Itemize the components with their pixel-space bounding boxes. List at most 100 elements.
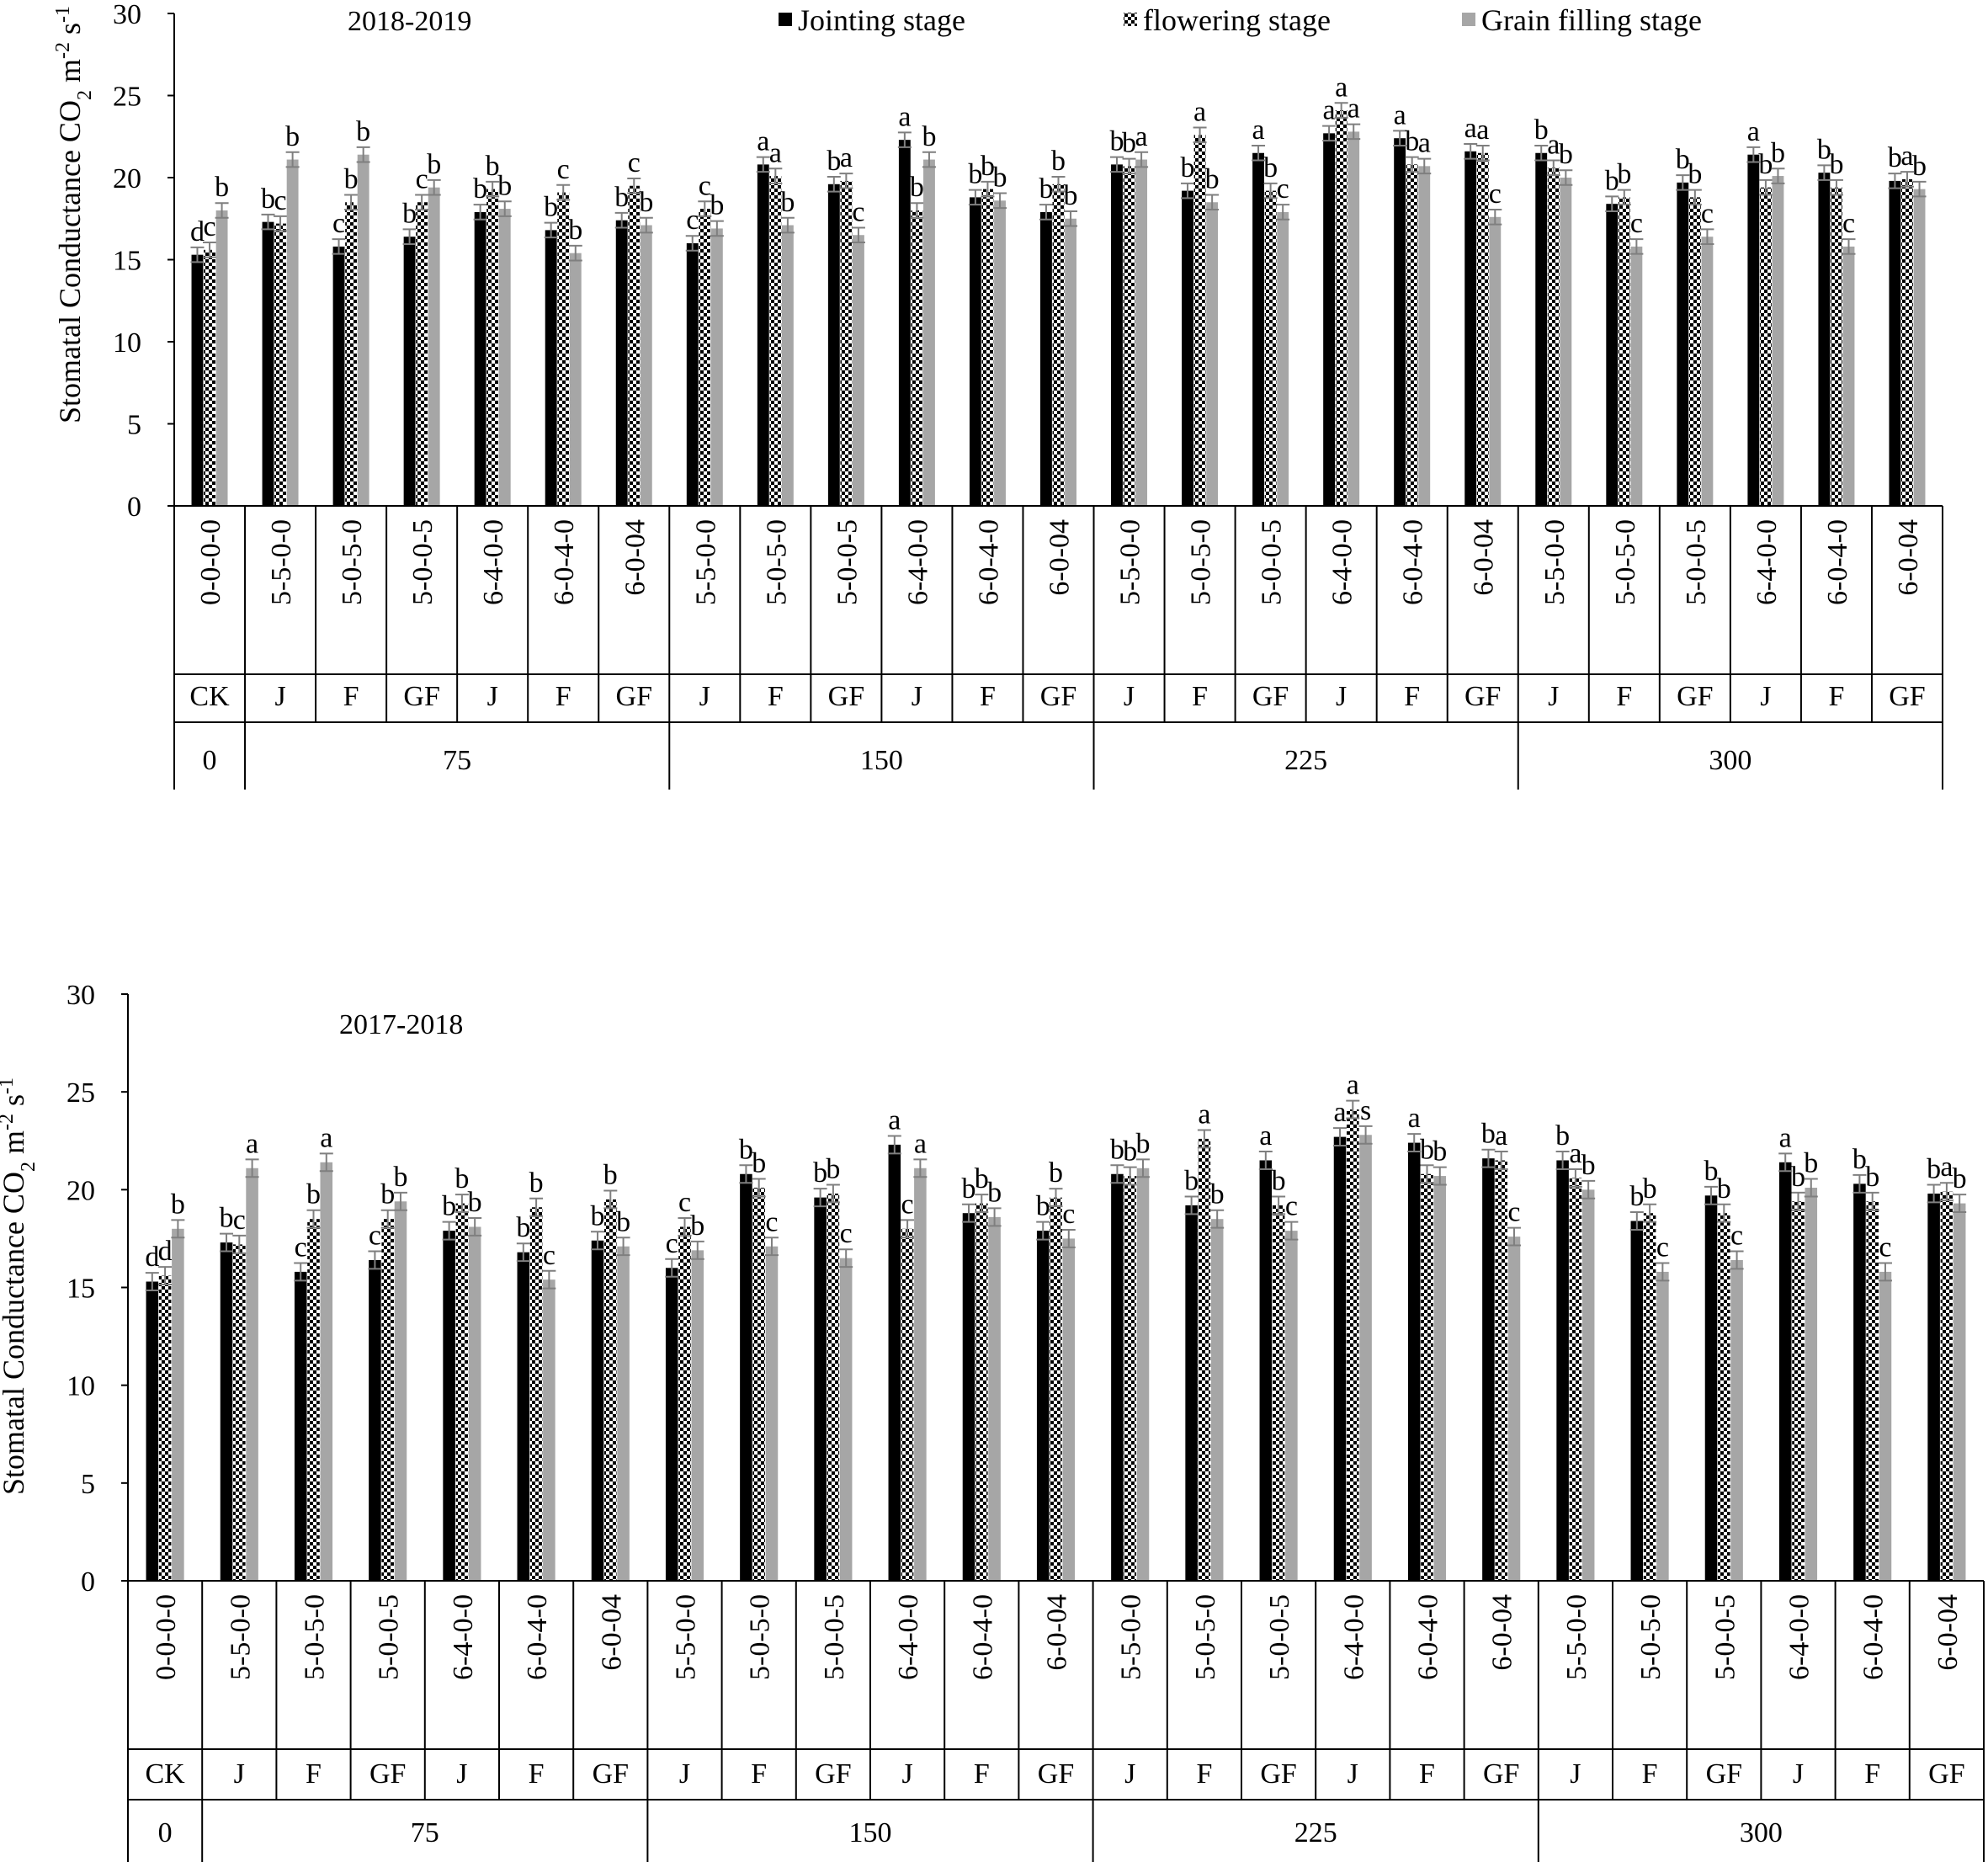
bar-flowering bbox=[1052, 184, 1065, 507]
bar-flowering bbox=[1759, 187, 1772, 506]
bar-grain-filling bbox=[394, 1201, 407, 1581]
significance-letter: a bbox=[1193, 97, 1206, 128]
y-tick-label: 20 bbox=[113, 163, 141, 194]
significance-letter: b bbox=[1051, 146, 1066, 177]
significance-letter: b bbox=[171, 1189, 185, 1220]
x-stage-label: J bbox=[1793, 1758, 1804, 1790]
bar-flowering bbox=[1406, 164, 1418, 506]
bar-jointing bbox=[474, 211, 486, 506]
significance-letter: b bbox=[614, 182, 629, 213]
significance-letter: a bbox=[1252, 114, 1265, 146]
bar-jointing bbox=[403, 237, 416, 506]
bar-grain-filling bbox=[569, 253, 582, 506]
bar-grain-filling bbox=[923, 159, 935, 507]
bar-grain-filling bbox=[1879, 1271, 1892, 1581]
significance-letter: b bbox=[710, 190, 724, 221]
bar-flowering bbox=[1495, 1160, 1507, 1581]
significance-letter: c bbox=[1285, 1191, 1298, 1222]
x-category-label: 6-0-4-0 bbox=[1413, 1594, 1444, 1680]
x-stage-label: J bbox=[1336, 681, 1347, 712]
bar-flowering bbox=[529, 1207, 543, 1581]
bar-grain-filling bbox=[710, 228, 723, 506]
x-category-label: 5-0-5-0 bbox=[1190, 1594, 1221, 1680]
significance-letter: c bbox=[1277, 173, 1289, 205]
significance-letter: c bbox=[1842, 208, 1855, 239]
x-stage-label: J bbox=[679, 1758, 690, 1790]
chart-2018-2019: 2018-2019 Stomatal Conductance CO2 m-2 s… bbox=[52, 0, 1943, 790]
significance-letter: b bbox=[1643, 1173, 1657, 1205]
bar-flowering bbox=[604, 1199, 617, 1581]
y-tick-label: 5 bbox=[81, 1469, 95, 1500]
significance-letter: b bbox=[1717, 1173, 1731, 1205]
significance-letter: a bbox=[1323, 95, 1336, 126]
significance-letter: b bbox=[1581, 1150, 1596, 1181]
significance-letter: b bbox=[591, 1200, 605, 1231]
significance-letter: c bbox=[628, 147, 641, 178]
x-category-label: 6-4-0-0 bbox=[1784, 1594, 1815, 1680]
bar-grain-filling bbox=[781, 225, 794, 506]
significance-letter: b bbox=[380, 1179, 395, 1210]
bar-jointing bbox=[1606, 204, 1619, 506]
significance-letter: b bbox=[1433, 1136, 1447, 1168]
bar-flowering bbox=[1272, 1205, 1285, 1581]
significance-letter: a bbox=[1547, 130, 1560, 161]
y-tick-label: 15 bbox=[113, 246, 141, 277]
significance-letter: a bbox=[769, 137, 782, 168]
group-label: 300 bbox=[1709, 745, 1751, 776]
significance-letter: a bbox=[840, 142, 853, 173]
significance-letter: b bbox=[1184, 1165, 1199, 1196]
significance-letter: c bbox=[840, 1218, 853, 1249]
significance-letter: d bbox=[158, 1236, 173, 1267]
legend-swatch-flowering bbox=[1124, 13, 1137, 26]
bar-jointing bbox=[1853, 1183, 1866, 1581]
bar-jointing bbox=[220, 1242, 233, 1581]
x-stage-label: GF bbox=[828, 681, 864, 712]
y-tick-label: 10 bbox=[113, 327, 141, 359]
x-stage-label: J bbox=[901, 1758, 912, 1790]
significance-letter: b bbox=[1534, 114, 1549, 146]
significance-letter: c bbox=[1630, 208, 1643, 239]
bar-jointing bbox=[1482, 1158, 1495, 1581]
significance-letter: b bbox=[220, 1203, 234, 1234]
x-category-label: 6-4-0-0 bbox=[902, 519, 933, 605]
x-category-label: 5-0-5-0 bbox=[337, 519, 368, 605]
significance-letter: a bbox=[1418, 128, 1431, 159]
x-category-label: 5-5-0-0 bbox=[1115, 519, 1146, 605]
significance-letter: c bbox=[369, 1221, 381, 1252]
bar-flowering bbox=[1866, 1201, 1879, 1581]
x-stage-label: F bbox=[751, 1758, 767, 1790]
x-category-label: 5-0-0-5 bbox=[407, 519, 439, 605]
significance-letter: b bbox=[922, 121, 936, 152]
significance-letter: a bbox=[1259, 1120, 1272, 1152]
bar-jointing bbox=[443, 1231, 455, 1581]
significance-letter: a bbox=[757, 126, 769, 157]
bar-jointing bbox=[262, 221, 274, 506]
significance-letter: c bbox=[1507, 1197, 1520, 1228]
bar-flowering bbox=[1335, 110, 1347, 507]
bar-flowering bbox=[1124, 1176, 1136, 1581]
bar-jointing bbox=[1111, 164, 1123, 506]
x-stage-label: GF bbox=[1038, 1758, 1074, 1790]
bar-grain-filling bbox=[914, 1168, 927, 1581]
significance-letter: b bbox=[306, 1179, 321, 1210]
bar-flowering bbox=[840, 180, 853, 506]
legend-label-grain-filling: Grain filling stage bbox=[1481, 3, 1702, 37]
bar-grain-filling bbox=[1136, 1168, 1150, 1581]
significance-letter: c bbox=[1879, 1231, 1891, 1263]
bar-jointing bbox=[1677, 182, 1689, 506]
x-category-label: 5-5-0-0 bbox=[1561, 1594, 1592, 1680]
significance-letter: c bbox=[1656, 1231, 1669, 1263]
x-category-label: 6-0-4-0 bbox=[967, 1594, 998, 1680]
group-label: 300 bbox=[1740, 1817, 1783, 1848]
x-category-label: 6-0-4-0 bbox=[522, 1594, 553, 1680]
x-stage-label: F bbox=[555, 681, 571, 712]
x-category-label: 5-5-0-0 bbox=[1539, 519, 1571, 605]
bar-jointing bbox=[369, 1259, 381, 1581]
x-category-label: 0-0-0-0 bbox=[151, 1594, 182, 1680]
x-category-label: 5-0-0-5 bbox=[832, 519, 863, 605]
bar-jointing bbox=[1927, 1193, 1940, 1581]
bar-flowering bbox=[1193, 135, 1206, 507]
significance-letter: b bbox=[1122, 128, 1136, 159]
bar-flowering bbox=[901, 1228, 914, 1581]
